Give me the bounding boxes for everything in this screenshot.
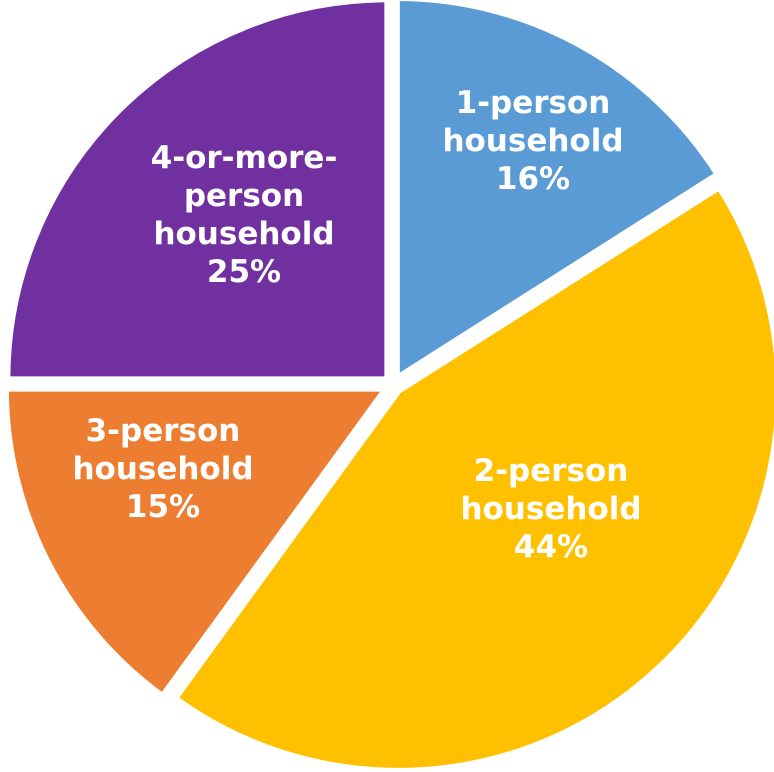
slice-category-label: 1-person: [456, 85, 611, 121]
slice-category-label: 2-person: [474, 453, 629, 489]
slice-category-label: household: [153, 216, 334, 252]
pie-slice-2: [170, 183, 774, 772]
slice-label-1: 1-person household 16%: [442, 85, 623, 197]
slice-category-label: household: [442, 123, 623, 159]
slice-category-label: person: [184, 178, 304, 214]
slice-category-label: 4-or-more-: [151, 140, 338, 176]
slice-percent-label: 15%: [126, 489, 200, 525]
pie-labels: 1-person household 16%2-person household 44%…: [72, 85, 641, 565]
slice-category-label: 3-person: [86, 413, 241, 449]
pie-slice-3: [2, 385, 392, 701]
slice-label-2: 2-person household 44%: [460, 453, 641, 565]
pie-slice-4: [4, 0, 391, 383]
slice-label-3: 3-person household 15%: [72, 413, 253, 525]
slice-percent-label: 44%: [514, 529, 588, 565]
pie-slice-1: [393, 0, 722, 384]
slice-percent-label: 25%: [207, 254, 281, 290]
slice-category-label: household: [460, 491, 641, 527]
slice-label-4: 4-or-more-person household 25%: [151, 140, 338, 290]
slice-percent-label: 16%: [496, 161, 570, 197]
slice-category-label: household: [72, 451, 253, 487]
